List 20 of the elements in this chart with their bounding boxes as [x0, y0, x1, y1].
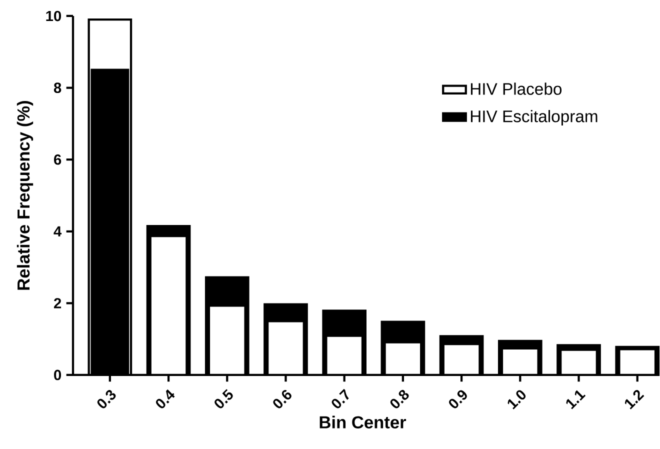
- y-tick-label: 0: [54, 370, 62, 380]
- legend-label: HIV Escitalopram: [470, 110, 598, 126]
- x-tick-label: 0.7: [332, 388, 349, 408]
- legend-label: HIV Placebo: [470, 82, 562, 95]
- x-tick-label: 1.1: [566, 390, 586, 410]
- y-tick-label: 6: [54, 154, 62, 165]
- y-axis-title: Relative Frequency (%): [16, 101, 34, 290]
- x-tick-label: 0.4: [156, 389, 175, 408]
- y-tick-label: 4: [54, 226, 62, 236]
- x-tick-label: 0.8: [390, 390, 409, 408]
- x-tick-label: 0.3: [97, 390, 116, 408]
- x-tick-label: 1.0: [508, 390, 526, 410]
- y-tick-label: 10: [46, 10, 62, 22]
- x-tick-label: 0.9: [448, 390, 467, 408]
- x-tick-label: 0.5: [214, 389, 233, 408]
- x-tick-label: 0.6: [273, 390, 292, 408]
- x-axis-title: Bin Center: [320, 416, 406, 428]
- y-tick-label: 2: [54, 298, 62, 308]
- y-tick-label: 8: [54, 82, 62, 93]
- x-tick-label: 1.2: [624, 390, 644, 410]
